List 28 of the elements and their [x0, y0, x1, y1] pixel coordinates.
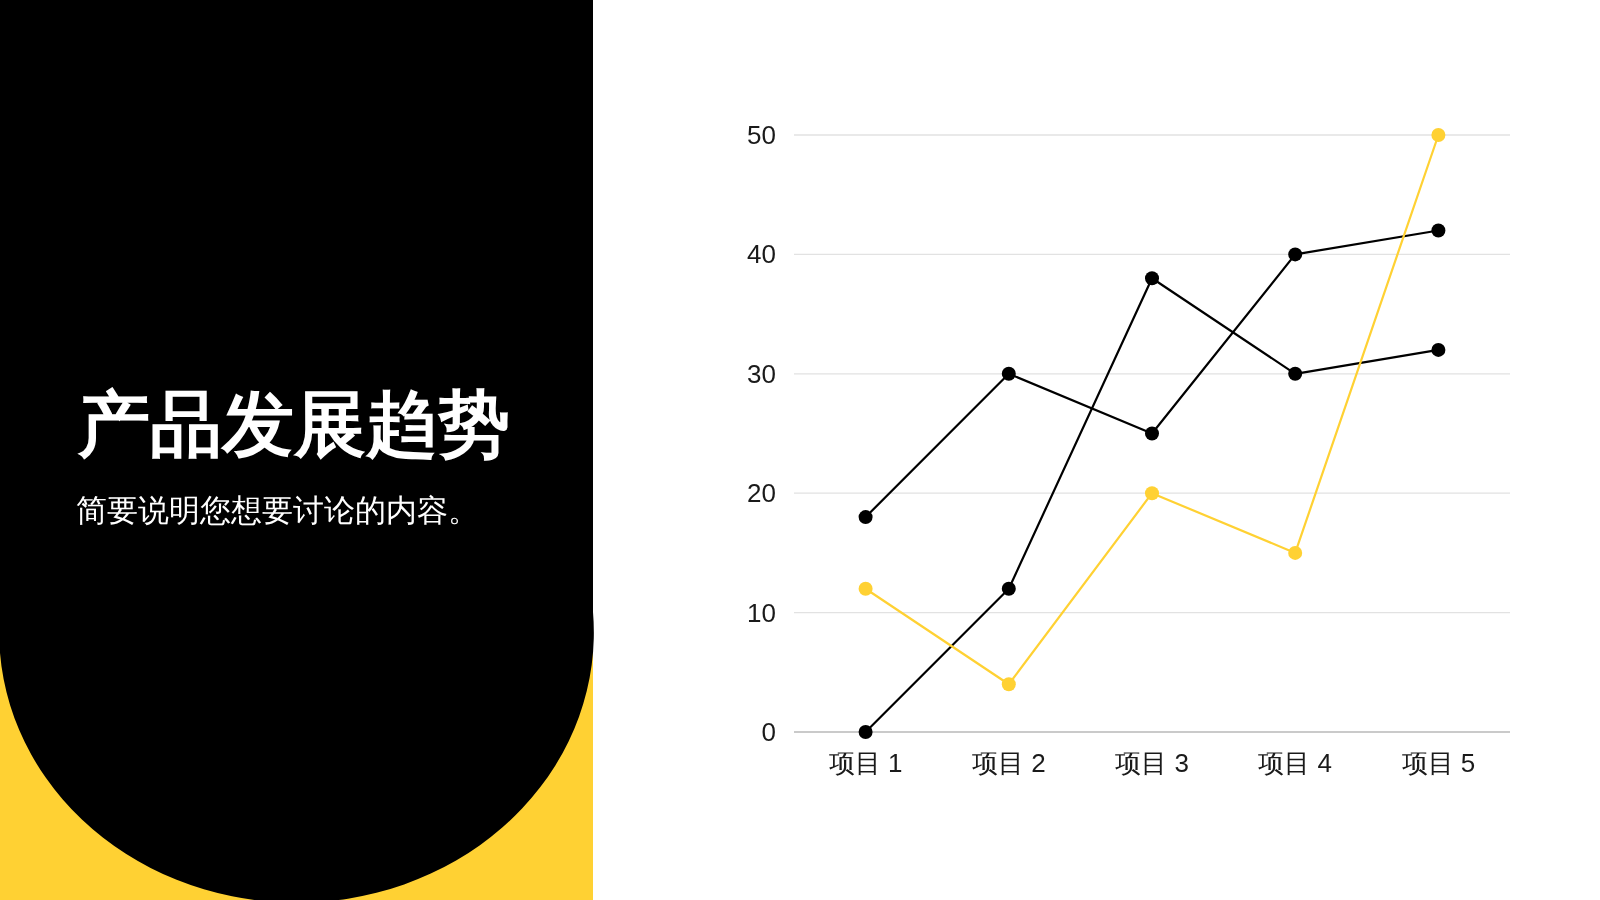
subtitle: 简要说明您想要讨论的内容。	[76, 493, 479, 528]
y-tick-label: 40	[747, 239, 776, 270]
y-tick-label: 10	[747, 597, 776, 628]
x-tick-label: 项目 3	[1115, 748, 1189, 778]
point	[1431, 223, 1446, 238]
point	[1001, 366, 1016, 381]
point	[1288, 545, 1303, 560]
point	[1001, 677, 1016, 692]
point	[858, 581, 873, 596]
y-tick-label: 30	[747, 358, 776, 389]
y-tick-label: 50	[747, 120, 776, 150]
point	[1431, 128, 1446, 142]
point	[1001, 581, 1016, 596]
point	[1145, 486, 1159, 501]
point	[858, 725, 873, 739]
x-tick-label: 项目 2	[971, 748, 1046, 778]
point	[1288, 366, 1303, 381]
point	[1145, 271, 1159, 286]
title: 产品发展趋势	[78, 385, 510, 465]
x-tick-label: 项目 5	[1401, 748, 1476, 778]
point	[1288, 247, 1303, 262]
point	[1145, 426, 1159, 441]
x-tick-label: 项目 4	[1258, 748, 1333, 778]
y-tick-label: 20	[747, 478, 776, 509]
x-tick-label: 项目 1	[828, 748, 903, 778]
point	[858, 510, 873, 525]
y-tick-label: 0	[761, 717, 776, 747]
point	[1431, 342, 1446, 357]
